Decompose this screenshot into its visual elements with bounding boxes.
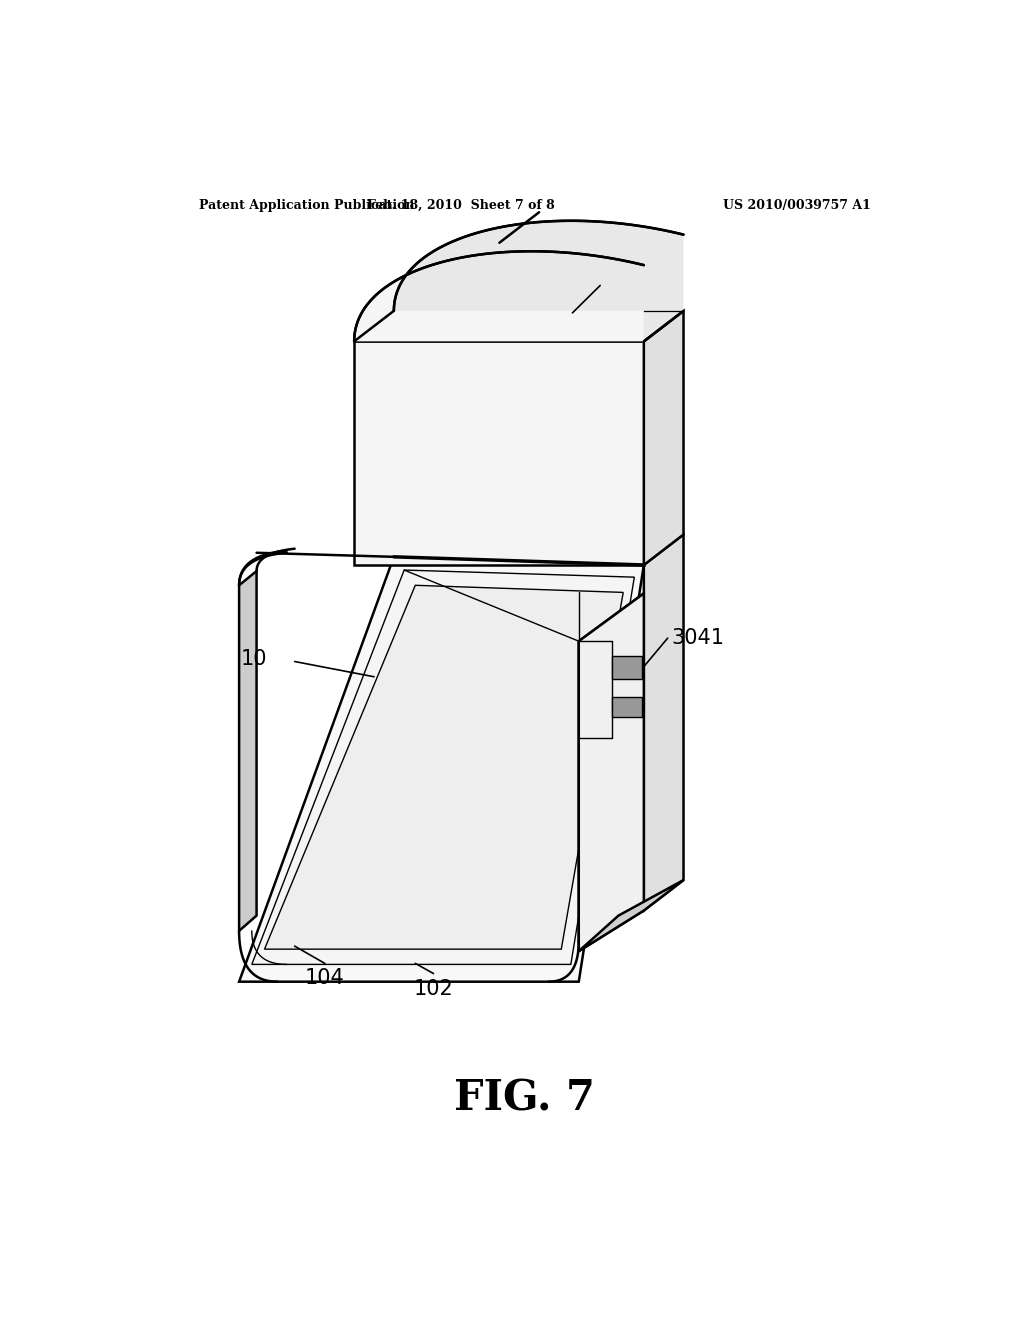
Polygon shape [612, 656, 642, 678]
Polygon shape [252, 570, 634, 965]
Polygon shape [354, 251, 644, 342]
Text: 10: 10 [241, 649, 267, 669]
Polygon shape [240, 572, 257, 931]
Polygon shape [354, 312, 684, 342]
Polygon shape [579, 594, 644, 941]
Text: 104: 104 [305, 969, 345, 989]
Text: FIG. 7: FIG. 7 [455, 1077, 595, 1119]
Polygon shape [644, 312, 684, 565]
Polygon shape [612, 697, 642, 718]
Text: 102: 102 [414, 978, 454, 999]
Polygon shape [240, 557, 644, 982]
Text: 3041: 3041 [672, 628, 725, 648]
Text: 30: 30 [604, 272, 631, 293]
Polygon shape [644, 535, 684, 911]
Polygon shape [264, 585, 624, 949]
Polygon shape [579, 880, 684, 952]
Polygon shape [354, 342, 644, 565]
Polygon shape [394, 220, 684, 312]
Text: US 2010/0039757 A1: US 2010/0039757 A1 [723, 199, 871, 213]
Polygon shape [579, 594, 644, 952]
Text: Patent Application Publication: Patent Application Publication [200, 199, 415, 213]
Text: Feb. 18, 2010  Sheet 7 of 8: Feb. 18, 2010 Sheet 7 of 8 [368, 199, 555, 213]
